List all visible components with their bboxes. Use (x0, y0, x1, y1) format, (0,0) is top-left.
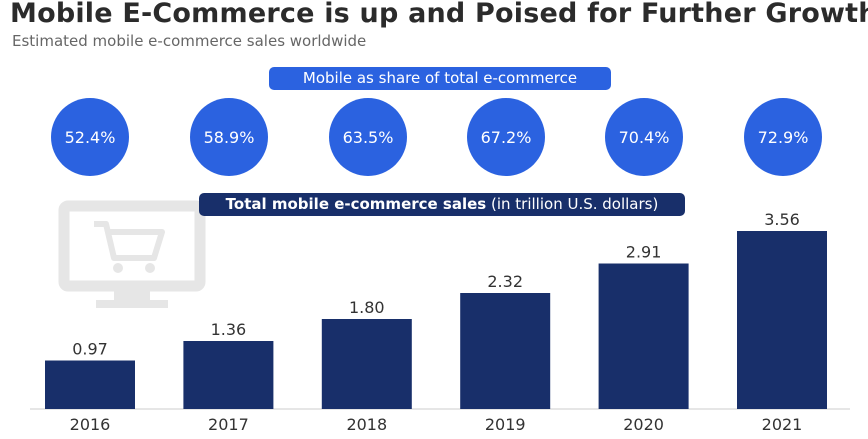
share-circle-2021: 72.9% (744, 98, 822, 176)
bar-2017 (183, 341, 274, 409)
bar-2016 (45, 360, 135, 409)
value-label-2020: 2.91 (626, 243, 662, 262)
bar-2019 (460, 293, 551, 409)
share-label-pill: Mobile as share of total e-commerce (269, 67, 611, 90)
x-tick-label-2020: 2020 (623, 415, 664, 434)
bar-2021 (737, 231, 827, 409)
x-tick-label-2016: 2016 (70, 415, 111, 434)
value-label-2021: 3.56 (764, 210, 800, 229)
x-tick-label-2017: 2017 (208, 415, 249, 434)
chart-title: Mobile E-Commerce is up and Poised for F… (10, 0, 868, 29)
x-tick-label-2018: 2018 (346, 415, 387, 434)
x-tick-label-2021: 2021 (762, 415, 803, 434)
share-circle-2018: 63.5% (329, 98, 407, 176)
value-label-2017: 1.36 (211, 320, 247, 339)
bar-2020 (598, 263, 689, 409)
share-circle-2017: 58.9% (190, 98, 268, 176)
chart-subtitle: Estimated mobile e-commerce sales worldw… (12, 32, 367, 50)
sales-label-pill: Total mobile e-commerce sales (in trilli… (199, 193, 685, 216)
bar-2018 (321, 319, 412, 409)
share-circle-2020: 70.4% (605, 98, 683, 176)
value-label-2018: 1.80 (349, 298, 385, 317)
share-circle-2016: 52.4% (51, 98, 129, 176)
sales-label-unit: (in trillion U.S. dollars) (491, 195, 659, 213)
value-label-2019: 2.32 (487, 272, 523, 291)
shopping-cart-monitor-icon (58, 200, 206, 308)
value-label-2016: 0.97 (72, 340, 108, 359)
sales-label-main: Total mobile e-commerce sales (225, 195, 487, 213)
x-tick-label-2019: 2019 (485, 415, 526, 434)
share-circle-2019: 67.2% (467, 98, 545, 176)
